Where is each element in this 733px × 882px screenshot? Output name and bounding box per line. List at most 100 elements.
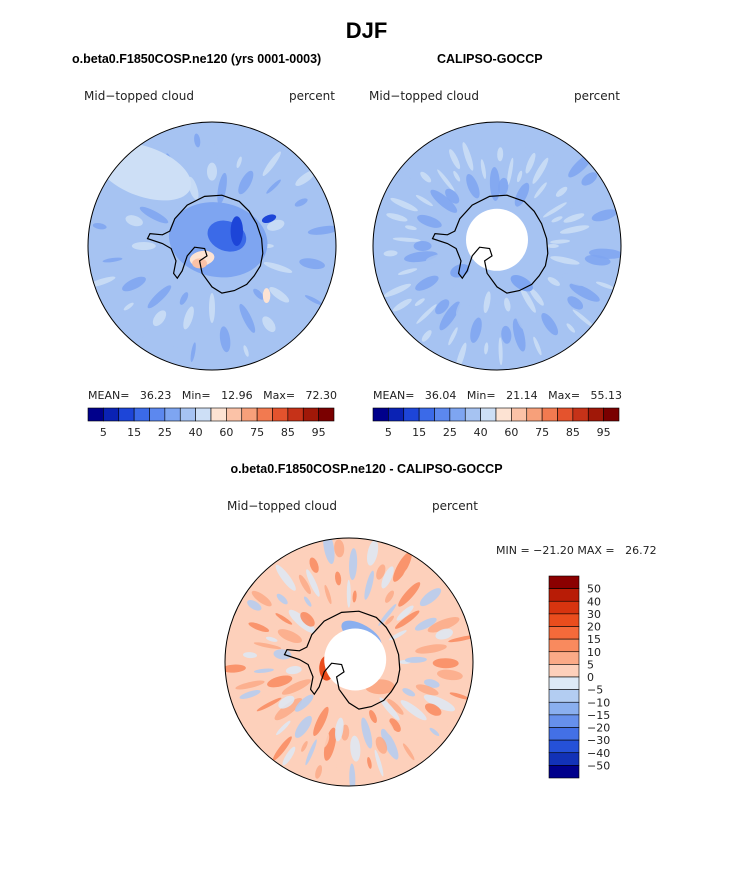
diff-field-cell bbox=[402, 669, 433, 678]
diff-field-cell bbox=[374, 749, 384, 777]
model-field-cell bbox=[136, 261, 152, 270]
diff-field-cell bbox=[394, 610, 420, 629]
diff-field-cell bbox=[306, 569, 320, 597]
diff-field-cell bbox=[387, 698, 404, 715]
obs-field-cell bbox=[437, 169, 455, 192]
model-field-cell bbox=[219, 326, 231, 353]
model-colorbar-label: 5 bbox=[100, 426, 107, 439]
obs-field-cell bbox=[501, 325, 512, 344]
model-field-cell bbox=[190, 342, 196, 363]
diff-field-cell bbox=[267, 675, 293, 688]
diff-colorbar-label: 0 bbox=[587, 671, 594, 684]
diff-colorbar-box bbox=[548, 752, 580, 766]
obs-field-cell bbox=[572, 309, 595, 328]
obs-field-cell bbox=[483, 291, 491, 314]
model-field-cell bbox=[217, 172, 227, 205]
diff-field-cell bbox=[379, 697, 400, 721]
model-field-cell bbox=[155, 271, 174, 285]
obs-field-cell bbox=[595, 281, 615, 290]
diff-field-cell bbox=[303, 596, 312, 607]
diff-colorbar-label: −20 bbox=[587, 722, 610, 735]
diff-colorbar-label: 5 bbox=[587, 658, 594, 671]
obs-field-cell bbox=[588, 248, 621, 259]
diff-field-cell bbox=[275, 564, 296, 591]
model-field-cell bbox=[278, 218, 306, 228]
diff-field-cell bbox=[349, 548, 358, 581]
model-field-cell bbox=[304, 295, 323, 306]
diff-field-cell bbox=[294, 715, 312, 738]
obs-colorbar-label: 40 bbox=[474, 426, 488, 439]
obs-field-cell bbox=[430, 189, 458, 213]
obs-field-cell bbox=[498, 337, 503, 366]
diff-colorbar-box bbox=[548, 701, 580, 716]
diff-field-cell bbox=[305, 739, 317, 766]
diff-colorbar-label: 40 bbox=[587, 595, 601, 608]
model-field-cell bbox=[102, 257, 123, 263]
model-units-label: percent bbox=[289, 89, 335, 103]
diff-field-cell bbox=[429, 727, 440, 737]
obs-field-cell bbox=[546, 244, 559, 248]
diff-field-cell bbox=[368, 594, 377, 613]
model-field-cell bbox=[106, 207, 134, 218]
obs-field-cell bbox=[520, 286, 536, 313]
model-field-cell bbox=[253, 288, 264, 300]
obs-field-cell bbox=[534, 182, 547, 199]
model-field-cell bbox=[297, 246, 320, 253]
obs-missing-data bbox=[466, 208, 528, 271]
model-colorbar-label: 15 bbox=[127, 426, 141, 439]
diff-field-cell bbox=[235, 680, 265, 690]
obs-field-cell bbox=[424, 138, 444, 166]
diff-colorbar-label: −5 bbox=[587, 684, 603, 697]
model-field-cell bbox=[294, 198, 308, 207]
diff-field-cell bbox=[448, 635, 473, 643]
obs-field-feature bbox=[510, 274, 533, 292]
diff-field-cell bbox=[239, 690, 261, 699]
obs-field-cell bbox=[413, 241, 432, 251]
diff-field-cell bbox=[350, 735, 361, 762]
diff-colorbar-label: 30 bbox=[587, 608, 601, 621]
obs-field-cell bbox=[386, 213, 408, 222]
diff-field-cell bbox=[318, 553, 329, 577]
diff-field-cell bbox=[449, 692, 469, 700]
diff-field-cell bbox=[251, 590, 272, 607]
diff-field-cell bbox=[385, 590, 394, 603]
model-field-cell bbox=[262, 151, 281, 176]
diff-field-cell bbox=[346, 579, 351, 608]
diff-colorbar-label: 20 bbox=[587, 621, 601, 634]
obs-field-cell bbox=[543, 290, 567, 314]
diff-field-cell bbox=[334, 571, 342, 586]
obs-field-cell bbox=[392, 298, 412, 312]
diff-field-cell bbox=[376, 564, 386, 580]
diff-field-cell bbox=[367, 757, 372, 769]
obs-field-cell bbox=[421, 330, 432, 342]
model-field-cell bbox=[225, 297, 234, 319]
diff-field-cell bbox=[318, 731, 330, 749]
obs-field-cell bbox=[532, 157, 549, 184]
obs-field-cell bbox=[550, 239, 571, 244]
model-field-cell bbox=[184, 155, 198, 189]
obs-field-cell bbox=[507, 157, 514, 186]
obs-field-cell bbox=[547, 277, 560, 286]
obs-field-cell bbox=[415, 195, 433, 207]
diff-field-cell bbox=[408, 635, 422, 644]
diff-field-cell bbox=[419, 588, 442, 607]
diff-field-cell bbox=[361, 717, 373, 749]
obs-field-cell bbox=[555, 162, 573, 181]
diff-field-cell bbox=[404, 656, 427, 663]
obs-field-cell bbox=[517, 128, 528, 160]
diff-field-cell bbox=[430, 717, 454, 734]
diff-colorbar-box bbox=[548, 626, 580, 640]
model-field-cell bbox=[267, 219, 285, 231]
diff-field-cell bbox=[300, 611, 315, 627]
obs-field-cell bbox=[439, 301, 461, 331]
diff-field-cell bbox=[273, 649, 292, 660]
obs-stats: MEAN= 36.04 Min= 21.14 Max= 55.13 bbox=[373, 389, 623, 402]
obs-field-cell bbox=[569, 191, 598, 209]
diff-field-cell bbox=[359, 570, 367, 593]
diff-field-cell bbox=[288, 609, 316, 634]
model-field-cell bbox=[307, 225, 336, 235]
diff-field-cell bbox=[455, 646, 468, 652]
diff-field-cell bbox=[415, 644, 447, 654]
